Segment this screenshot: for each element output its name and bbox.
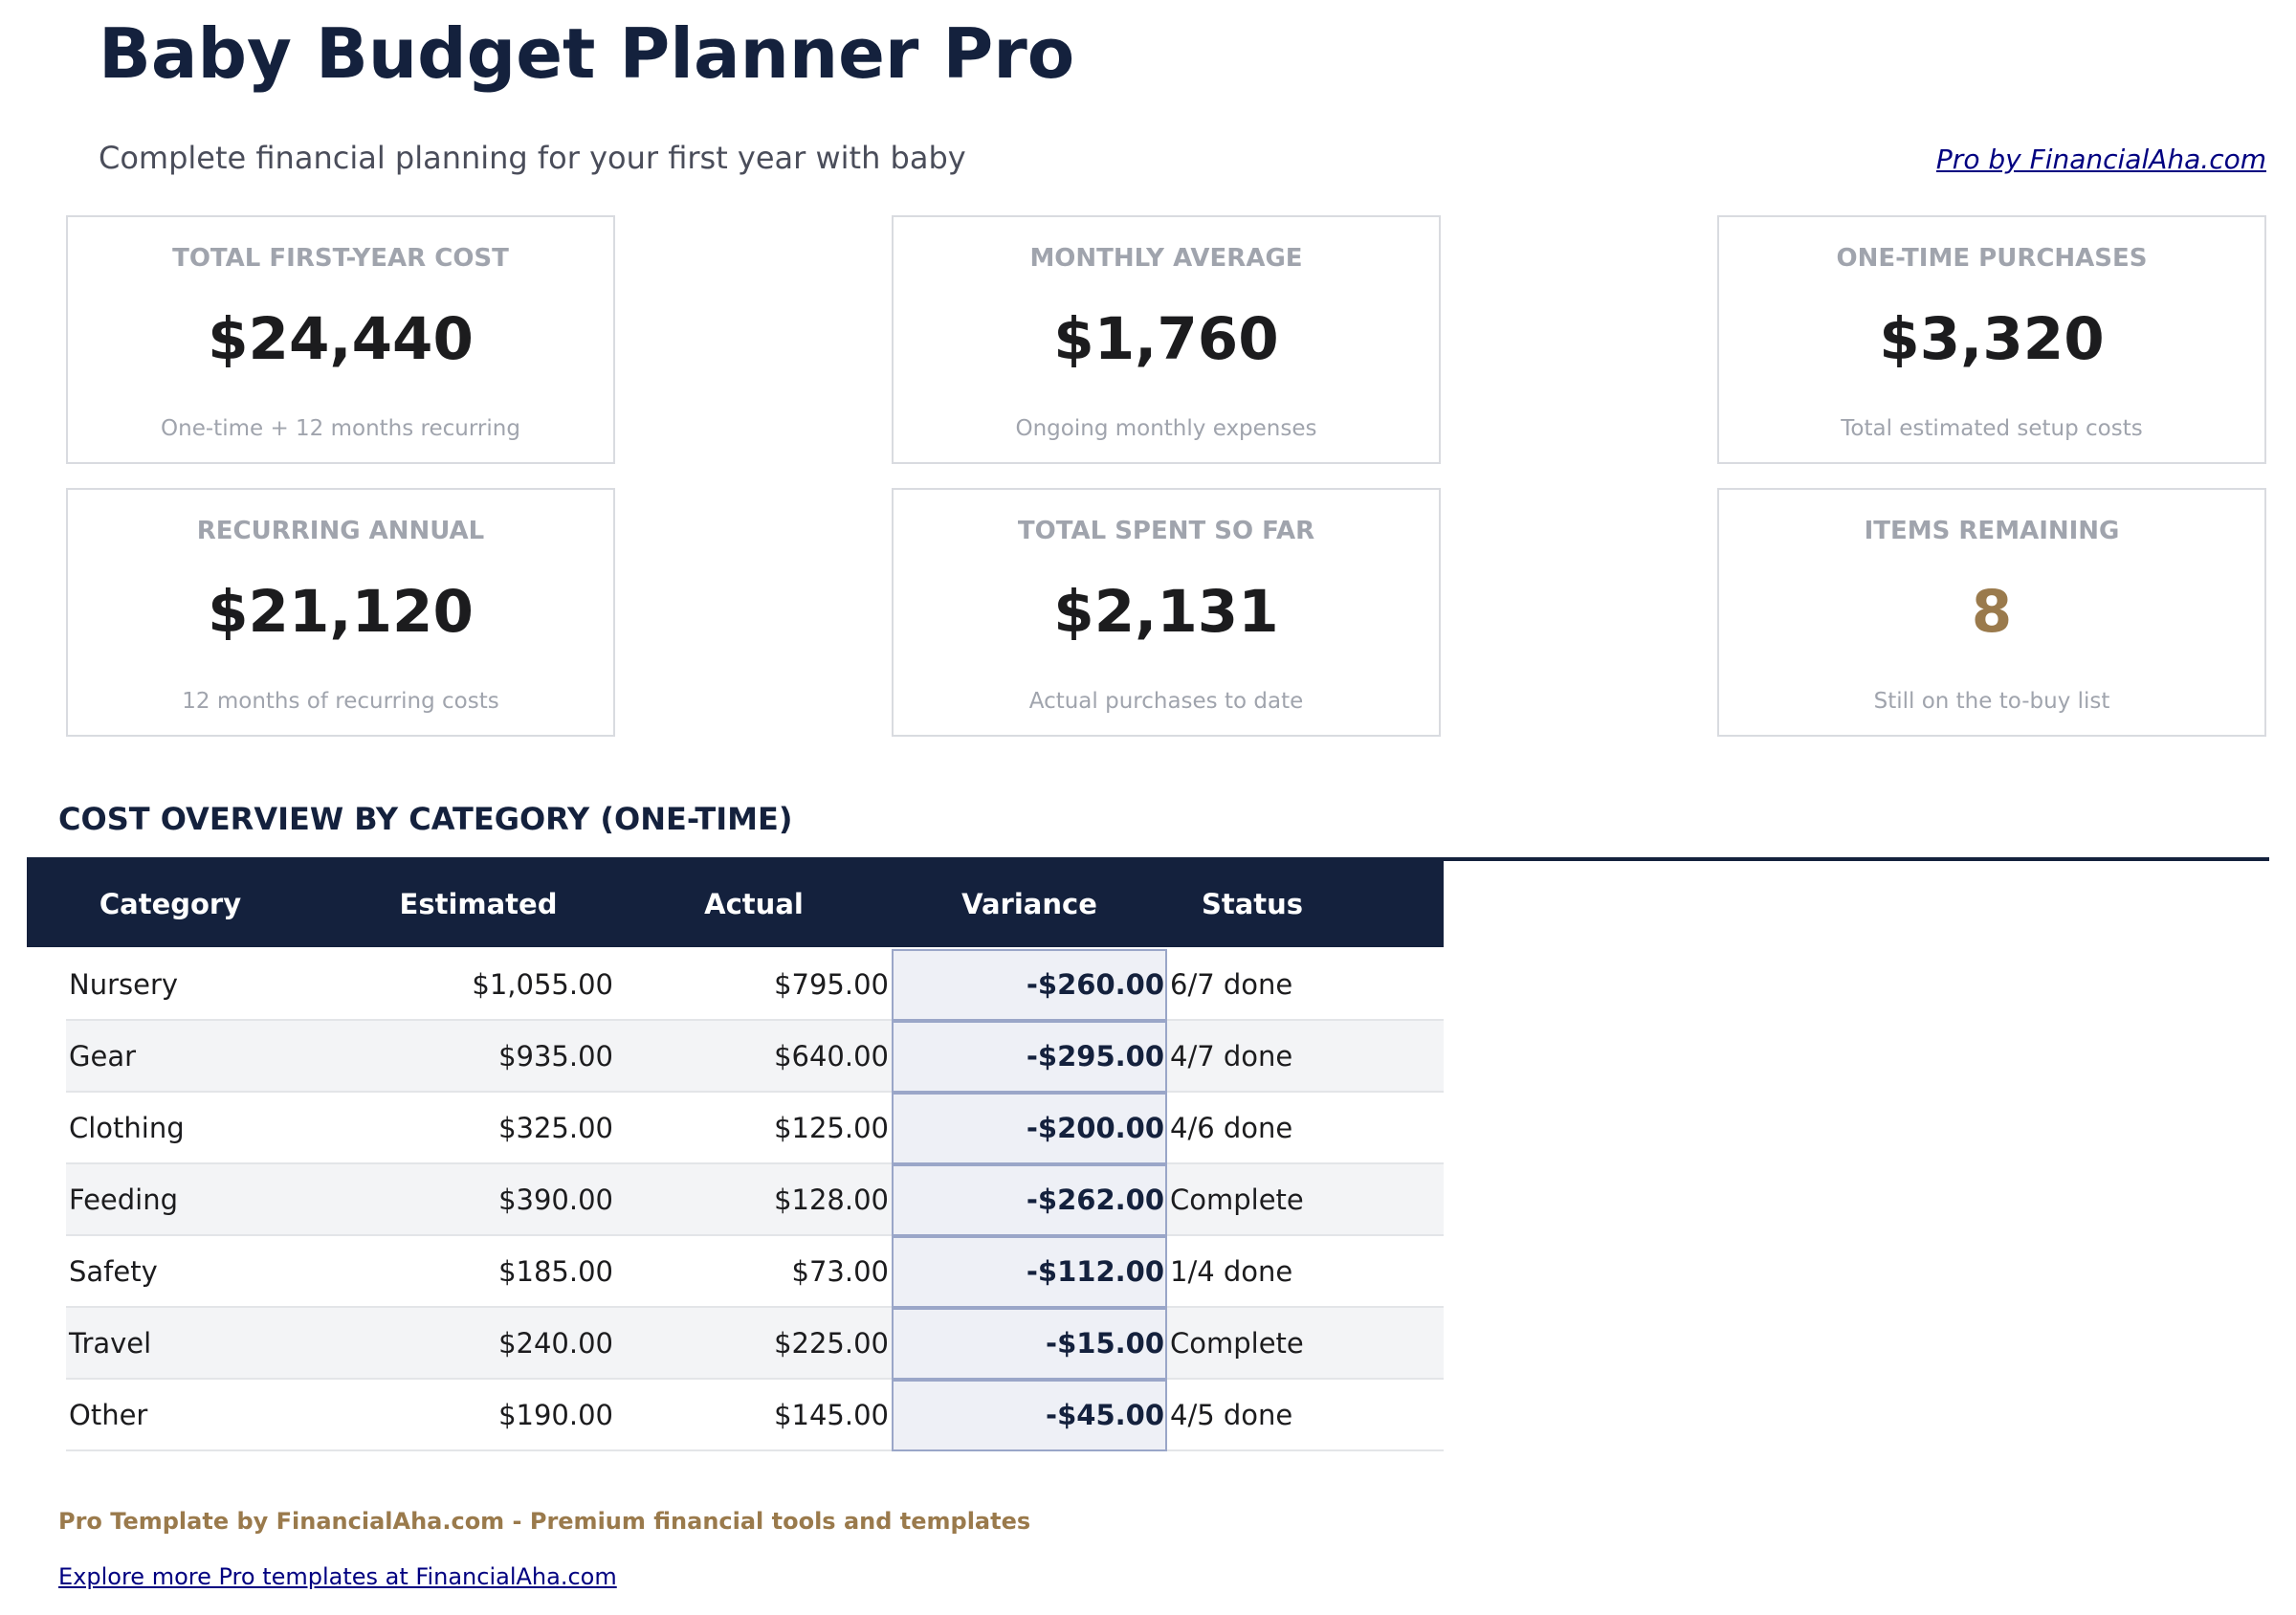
table-header	[27, 859, 1444, 947]
kpi-card: RECURRING ANNUAL $21,120 12 months of recu…	[66, 488, 615, 737]
variance-cell	[892, 1236, 1167, 1308]
column-header: Estimated	[399, 888, 558, 920]
header-link[interactable]: Pro by FinancialAha.com	[1935, 144, 2266, 175]
variance-cell	[892, 1093, 1167, 1164]
variance-value: -$295.00	[1026, 1040, 1164, 1073]
status-cell: 6/7 done	[1170, 968, 1293, 1001]
category-cell: Clothing	[69, 1112, 185, 1144]
actual-cell: $795.00	[774, 968, 889, 1001]
table-row	[66, 1308, 1444, 1380]
variance-cell	[892, 949, 1167, 1021]
actual-cell: $73.00	[791, 1255, 889, 1288]
status-cell: 4/6 done	[1170, 1112, 1293, 1144]
kpi-note: Still on the to-buy list	[1873, 689, 2110, 714]
kpi-value: $24,440	[208, 305, 474, 373]
column-header: Actual	[704, 888, 804, 920]
estimated-cell: $325.00	[498, 1112, 613, 1144]
actual-cell: $640.00	[774, 1040, 889, 1073]
kpi-card: TOTAL FIRST-YEAR COST $24,440 One-time + 1…	[66, 215, 615, 464]
table-row	[66, 1380, 1444, 1451]
page-title: Baby Budget Planner Pro	[99, 13, 1075, 94]
kpi-value: 8	[1971, 578, 2013, 646]
column-header: Category	[99, 888, 242, 920]
kpi-card: TOTAL SPENT SO FAR $2,131 Actual purchases…	[892, 488, 1441, 737]
variance-cell	[892, 1021, 1167, 1093]
kpi-value: $1,760	[1053, 305, 1279, 373]
kpi-label: TOTAL SPENT SO FAR	[1017, 517, 1315, 545]
category-cell: Other	[69, 1399, 148, 1431]
status-cell: 1/4 done	[1170, 1255, 1293, 1288]
estimated-cell: $240.00	[498, 1327, 613, 1360]
kpi-note: Actual purchases to date	[1028, 689, 1304, 714]
variance-value: -$15.00	[1046, 1327, 1164, 1360]
category-cell: Gear	[69, 1040, 137, 1073]
estimated-cell: $935.00	[498, 1040, 613, 1073]
category-cell: Feeding	[69, 1184, 179, 1216]
kpi-note: One-time + 12 months recurring	[161, 416, 520, 441]
estimated-cell: $390.00	[498, 1184, 613, 1216]
category-cell: Nursery	[69, 968, 179, 1001]
kpi-label: TOTAL FIRST-YEAR COST	[172, 244, 509, 273]
category-cell: Travel	[69, 1327, 152, 1360]
table-row	[66, 1236, 1444, 1308]
footer-credit: Pro Template by FinancialAha.com - Premi…	[58, 1508, 1031, 1535]
kpi-label: ITEMS REMAINING	[1864, 517, 2120, 545]
estimated-cell: $190.00	[498, 1399, 613, 1431]
estimated-cell: $185.00	[498, 1255, 613, 1288]
status-cell: 4/7 done	[1170, 1040, 1293, 1073]
status-cell: 4/5 done	[1170, 1399, 1293, 1431]
variance-value: -$262.00	[1026, 1184, 1164, 1216]
table-row	[66, 1021, 1444, 1093]
variance-cell	[892, 1164, 1167, 1236]
status-cell: Complete	[1170, 1184, 1304, 1216]
kpi-card: ONE-TIME PURCHASES $3,320 Total estimated …	[1717, 215, 2266, 464]
footer-link[interactable]: Explore more Pro templates at FinancialA…	[58, 1563, 617, 1590]
actual-cell: $128.00	[774, 1184, 889, 1216]
estimated-cell: $1,055.00	[472, 968, 613, 1001]
variance-cell	[892, 1308, 1167, 1380]
variance-value: -$45.00	[1046, 1399, 1164, 1431]
table-row	[66, 1164, 1444, 1236]
category-cell: Safety	[69, 1255, 158, 1288]
variance-value: -$112.00	[1026, 1255, 1164, 1288]
column-header: Status	[1201, 888, 1304, 920]
kpi-note: Ongoing monthly expenses	[1015, 416, 1317, 441]
variance-value: -$260.00	[1026, 968, 1164, 1001]
subtitle: Complete financial planning for your fir…	[99, 140, 966, 176]
actual-cell: $145.00	[774, 1399, 889, 1431]
section-title: COST OVERVIEW BY CATEGORY (ONE-TIME)	[58, 801, 793, 837]
variance-cell	[892, 1380, 1167, 1451]
actual-cell: $225.00	[774, 1327, 889, 1360]
kpi-label: RECURRING ANNUAL	[196, 517, 485, 545]
kpi-note: Total estimated setup costs	[1841, 416, 2143, 441]
status-cell: Complete	[1170, 1327, 1304, 1360]
kpi-note: 12 months of recurring costs	[182, 689, 499, 714]
kpi-value: $2,131	[1053, 578, 1279, 646]
kpi-value: $3,320	[1879, 305, 2105, 373]
actual-cell: $125.00	[774, 1112, 889, 1144]
table-row	[66, 1093, 1444, 1164]
kpi-card: ITEMS REMAINING 8 Still on the to-buy list	[1717, 488, 2266, 737]
kpi-label: ONE-TIME PURCHASES	[1836, 244, 2148, 273]
kpi-value: $21,120	[208, 578, 474, 646]
kpi-card: MONTHLY AVERAGE $1,760 Ongoing monthly exp…	[892, 215, 1441, 464]
variance-value: -$200.00	[1026, 1112, 1164, 1144]
table-row	[66, 949, 1444, 1021]
column-header: Variance	[961, 888, 1097, 920]
kpi-label: MONTHLY AVERAGE	[1029, 244, 1303, 273]
